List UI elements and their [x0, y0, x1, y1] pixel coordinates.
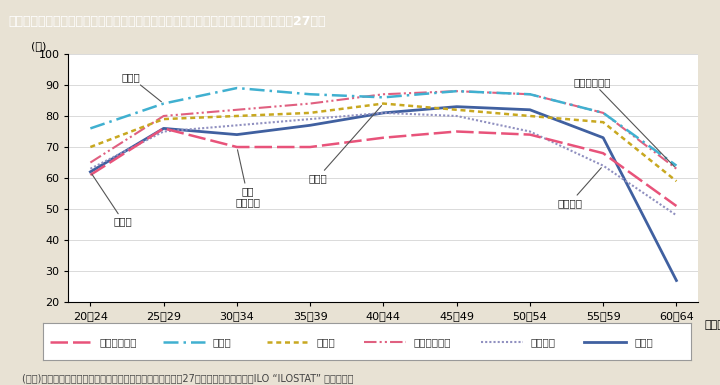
Text: 日本
（全国）: 日本 （全国） [235, 150, 261, 208]
Text: フランス: フランス [531, 337, 556, 346]
Text: 富山県: 富山県 [317, 337, 336, 346]
Text: フランス: フランス [558, 168, 601, 208]
Text: 富山県: 富山県 [308, 105, 382, 183]
Text: 日本（全国）: 日本（全国） [99, 337, 137, 346]
Text: Ｉ－特－５図　欧州各国と福井県・富山県との女性の年齢階級別就業率の比較（平成27年）: Ｉ－特－５図 欧州各国と福井県・富山県との女性の年齢階級別就業率の比較（平成27… [9, 15, 326, 27]
Text: 福井県: 福井県 [213, 337, 232, 346]
Text: スウェーデン: スウェーデン [573, 77, 675, 167]
Text: ドイツ: ドイツ [634, 337, 653, 346]
Text: (備考)日本は，総務省「国勢調査（抜出速報集計）」（平成27年），その他の国は，ILO “ILOSTAT” より作成。: (備考)日本は，総務省「国勢調査（抜出速報集計）」（平成27年），その他の国は，… [22, 373, 353, 383]
Text: (％): (％) [31, 42, 46, 52]
Text: スウェーデン: スウェーデン [414, 337, 451, 346]
Text: ドイツ: ドイツ [92, 174, 132, 226]
Text: （歳）: （歳） [705, 320, 720, 330]
Text: 福井県: 福井県 [121, 72, 161, 102]
